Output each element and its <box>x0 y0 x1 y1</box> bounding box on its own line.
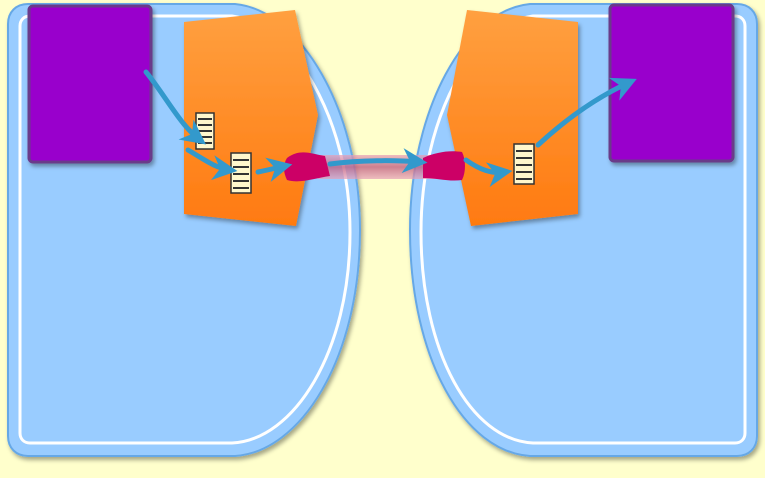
queue-icon-right <box>513 143 535 185</box>
queue-icon-left-lower <box>230 152 252 194</box>
arrow-across-link <box>327 148 428 174</box>
arrow-queue-to-process-right <box>535 77 637 148</box>
socket-right <box>423 151 465 181</box>
socket-left <box>284 152 330 182</box>
host-left-outline <box>18 14 352 445</box>
queue-icon-left-upper <box>195 112 215 150</box>
buffer-right <box>447 10 578 226</box>
arrow-socket-to-queue-right <box>463 157 513 188</box>
arrow-process-to-queue-left <box>143 69 206 145</box>
arrow-queue-to-queue-left <box>185 147 238 181</box>
arrow-queue-to-socket-left <box>255 157 293 182</box>
process-left <box>27 4 153 164</box>
flow-arrows <box>143 69 637 188</box>
